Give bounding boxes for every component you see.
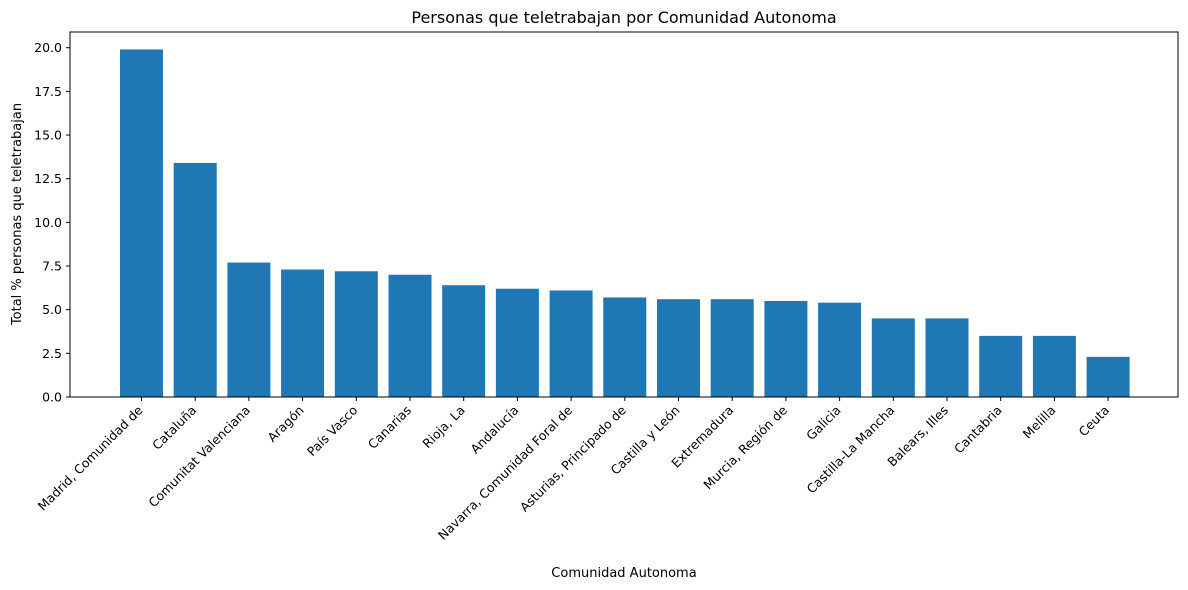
- y-axis-title: Total % personas que teletrabajan: [10, 103, 25, 326]
- x-tick-label: Cantabria: [951, 403, 1005, 457]
- bar: [442, 285, 486, 397]
- bar: [388, 274, 432, 397]
- chart-title: Personas que teletrabajan por Comunidad …: [411, 8, 836, 27]
- bar: [1086, 356, 1130, 397]
- bar: [281, 269, 325, 397]
- bar: [764, 300, 808, 397]
- x-tick-label: País Vasco: [304, 403, 360, 459]
- bar: [495, 288, 539, 397]
- y-tick-label: 17.5: [34, 84, 62, 99]
- x-tick-label: Comunitat Valenciana: [145, 403, 253, 511]
- y-tick-label: 12.5: [34, 171, 62, 186]
- x-tick-label: Rioja, La: [419, 403, 467, 451]
- y-tick-label: 0.0: [42, 390, 62, 405]
- x-tick-label: Asturias, Principado de: [517, 402, 629, 514]
- bar: [227, 262, 271, 397]
- x-tick-label: Melilla: [1020, 403, 1059, 442]
- y-tick-label: 10.0: [34, 215, 62, 230]
- y-tick-label: 5.0: [42, 302, 62, 317]
- y-axis: 0.0 2.5 5.0 7.5 10.0 12.5 15.0 17.5 20.0: [34, 40, 70, 405]
- plot-frame: [69, 31, 1179, 398]
- bar: [1032, 335, 1076, 397]
- bars-layer: [120, 49, 1130, 398]
- x-tick-label: Canarias: [365, 403, 414, 452]
- x-tick-label: Aragón: [264, 403, 306, 445]
- bar: [173, 162, 217, 397]
- bar: [710, 299, 754, 397]
- x-tick-label: Ceuta: [1076, 403, 1113, 440]
- y-tick-label: 15.0: [34, 128, 62, 143]
- x-tick-label: Madrid, Comunidad de: [35, 402, 146, 513]
- x-tick-label: Castilla-La Mancha: [804, 403, 898, 497]
- bar: [871, 318, 915, 397]
- x-tick-label: Cataluña: [149, 403, 199, 453]
- y-tick-label: 2.5: [42, 346, 62, 361]
- bar: [120, 49, 163, 398]
- bar: [549, 290, 593, 397]
- bar: [334, 271, 378, 397]
- x-axis-title: Comunidad Autonoma: [551, 566, 696, 581]
- x-tick-label: Andalucía: [467, 403, 521, 457]
- y-tick-label: 7.5: [42, 259, 62, 274]
- bar: [979, 335, 1023, 397]
- bar: [925, 318, 969, 397]
- x-tick-label: Galicia: [803, 403, 844, 444]
- bar: [603, 297, 647, 397]
- y-tick-label: 20.0: [34, 40, 62, 55]
- bar: [818, 302, 862, 397]
- bar: [657, 299, 700, 397]
